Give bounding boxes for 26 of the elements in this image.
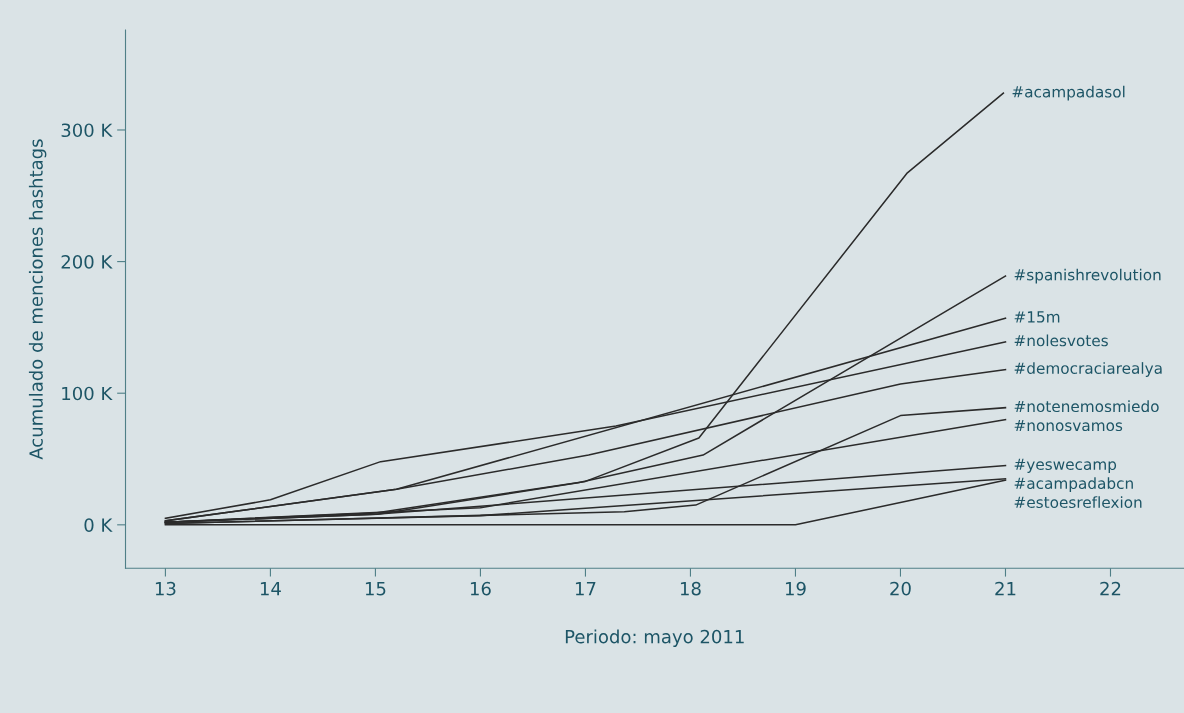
y-axis-title: Acumulado de menciones hashtags xyxy=(28,139,47,460)
series-label: #estoesreflexion xyxy=(1014,496,1142,509)
series-label: #acampadabcn xyxy=(1014,477,1133,492)
series-label: #nolesvotes xyxy=(1014,334,1108,347)
series-label: #democraciarealya xyxy=(1014,362,1162,377)
series-label: #nonosvamos xyxy=(1014,419,1123,432)
y-tick-label: 300 K xyxy=(61,123,113,138)
y-tick-label: 200 K xyxy=(61,255,113,269)
series-label: #15m xyxy=(1014,311,1060,323)
x-tick-label: 13 xyxy=(155,581,176,596)
x-tick-label: 20 xyxy=(890,581,911,596)
series-label: #notenemosmiedo xyxy=(1014,400,1159,413)
y-tick-label: 0 K xyxy=(84,518,113,532)
series-label: #acampadasol xyxy=(1012,85,1125,101)
y-tick-label: 100 K xyxy=(62,386,113,401)
x-tick-label: 14 xyxy=(260,582,281,596)
series-label: #spanishrevolution xyxy=(1014,268,1161,284)
x-tick-label: 21 xyxy=(995,581,1016,596)
x-tick-label: 16 xyxy=(470,581,491,596)
x-tick-label: 18 xyxy=(680,581,701,596)
x-tick-label: 17 xyxy=(575,582,596,596)
series-label: #yeswecamp xyxy=(1014,458,1117,473)
x-tick-label: 19 xyxy=(785,581,806,596)
x-axis-title: Periodo: mayo 2011 xyxy=(565,629,744,647)
x-tick-label: 15 xyxy=(365,582,386,596)
x-tick-label: 22 xyxy=(1100,581,1121,596)
